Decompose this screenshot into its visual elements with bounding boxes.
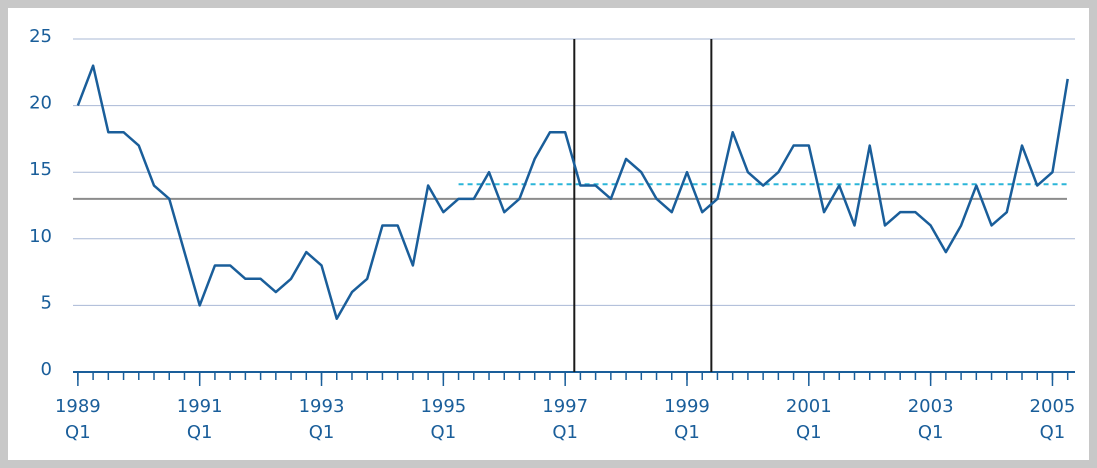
y-tick-label: 25 [29,26,52,47]
x-tick-label: 1999 Q1 [664,396,710,443]
x-tick-label: 1991 Q1 [176,396,223,443]
x-tick-label: 2005 Q1 [1029,396,1076,443]
x-tick-label: 1989 Q1 [54,396,101,443]
y-tick-label: 0 [41,359,52,380]
x-tick-label: 1997 Q1 [542,396,589,443]
y-tick-label: 10 [29,226,52,247]
series-line [76,64,1069,320]
x-tick-label: 1993 Q1 [298,396,345,443]
x-tick-label: 2001 Q1 [785,396,832,443]
x-tick-label: 2003 Q1 [907,396,954,443]
y-tick-label: 15 [29,159,52,180]
y-tick-label: 5 [41,292,52,313]
y-tick-label: 20 [29,93,52,114]
x-tick-label: 1995 Q1 [420,396,467,443]
